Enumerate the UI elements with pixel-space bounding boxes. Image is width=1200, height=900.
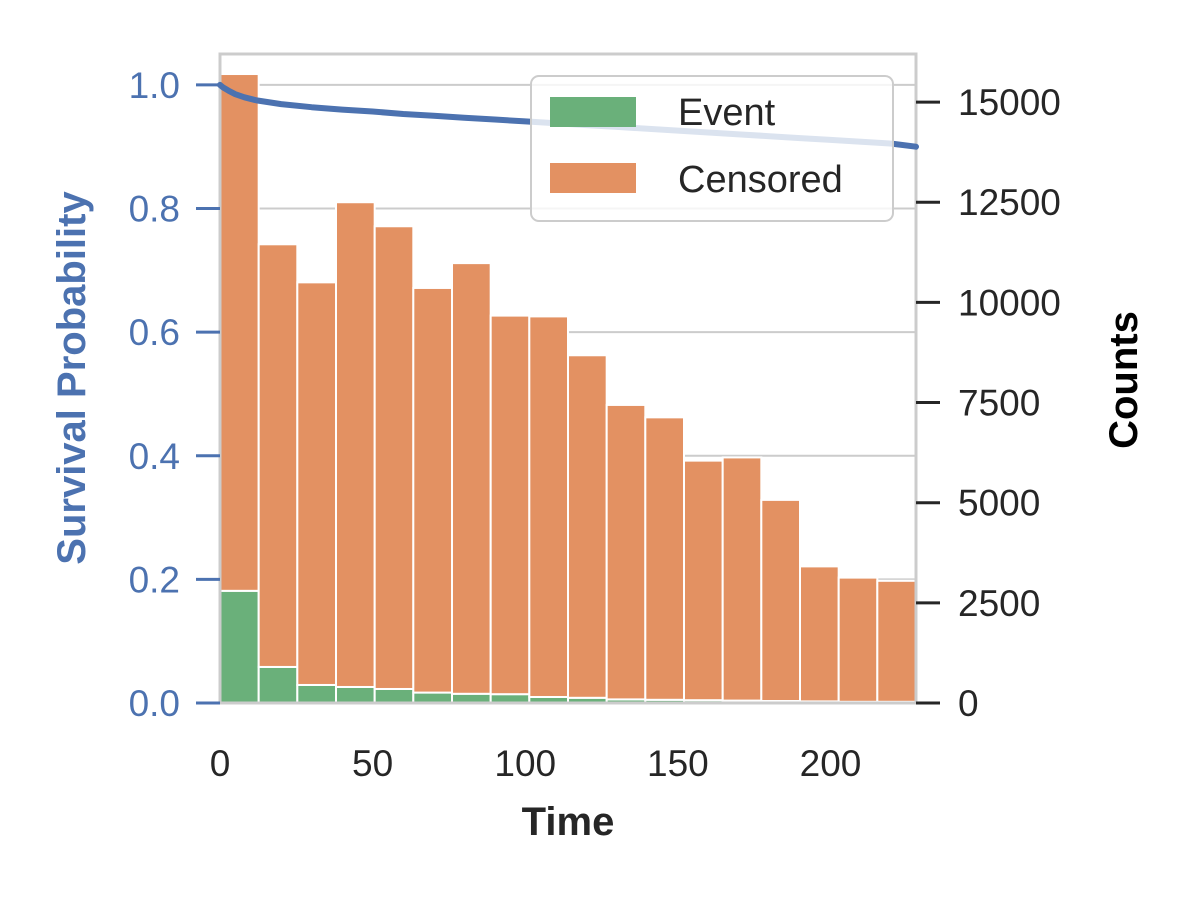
plot-frame [218, 52, 918, 705]
bar-censored-1 [257, 243, 299, 668]
bar-event-0 [219, 589, 260, 704]
bar-censored-15 [799, 565, 840, 703]
right-y-tick-label-2: 5000 [958, 483, 1040, 524]
bar-censored-4 [373, 225, 415, 690]
right-y-tick-label-6: 15000 [958, 82, 1061, 123]
bar-censored-16 [837, 576, 879, 703]
bar-censored-2 [296, 281, 337, 686]
legend-label-event: Event [678, 92, 776, 134]
right-y-tick-label-1: 2500 [958, 583, 1040, 624]
bar-censored-11 [644, 416, 686, 701]
left-y-tick-label-3: 0.6 [129, 312, 180, 353]
x-tick-label-4: 200 [800, 743, 862, 784]
legend-swatch-event [550, 97, 636, 127]
axes: 0 50 100 150 200 0.0 0.2 0.4 0.6 0.8 1.0 0 2500 5000 7… [129, 65, 1061, 784]
legend-swatch-censored [550, 163, 636, 193]
x-tick-label-1: 50 [352, 743, 393, 784]
bar-censored-13 [721, 456, 763, 702]
left-y-tick-label-2: 0.4 [129, 436, 180, 477]
x-axis-title: Time [522, 800, 615, 844]
bar-event-1 [257, 665, 299, 705]
bar-event-4 [373, 687, 415, 704]
bar-censored-3 [335, 201, 376, 688]
right-y-tick-label-5: 12500 [958, 182, 1061, 223]
x-tick-label-0: 0 [210, 743, 231, 784]
right-y-tick-label-3: 7500 [958, 383, 1040, 424]
bar-censored-8 [528, 315, 570, 698]
left-y-axis-title: Survival Probability [50, 191, 94, 565]
left-y-tick-label-4: 0.8 [129, 189, 180, 230]
bar-censored-7 [489, 314, 531, 696]
bar-censored-9 [567, 354, 608, 699]
plot-border [218, 52, 918, 705]
bar-censored-10 [605, 403, 647, 701]
bar-censored-6 [451, 262, 492, 695]
bar-censored-5 [412, 286, 453, 694]
bar-censored-17 [876, 579, 918, 703]
right-y-axis-title: Counts [1102, 311, 1146, 449]
legend-label-censored: Censored [678, 159, 843, 201]
bar-censored-14 [760, 498, 802, 702]
bar-censored-0 [219, 73, 260, 592]
x-tick-label-2: 100 [494, 743, 556, 784]
left-y-tick-label-0: 0.0 [129, 683, 180, 724]
x-tick-label-3: 150 [647, 743, 709, 784]
histogram-bars [219, 73, 918, 705]
left-y-tick-label-5: 1.0 [129, 65, 180, 106]
right-y-tick-label-0: 0 [958, 683, 979, 724]
bar-event-3 [335, 685, 376, 704]
legend: Event Censored [530, 75, 894, 222]
bar-event-5 [412, 691, 453, 704]
left-y-tick-label-1: 0.2 [129, 559, 180, 600]
bar-event-2 [296, 683, 337, 705]
bar-censored-12 [683, 459, 724, 702]
right-y-tick-label-4: 10000 [958, 282, 1061, 323]
